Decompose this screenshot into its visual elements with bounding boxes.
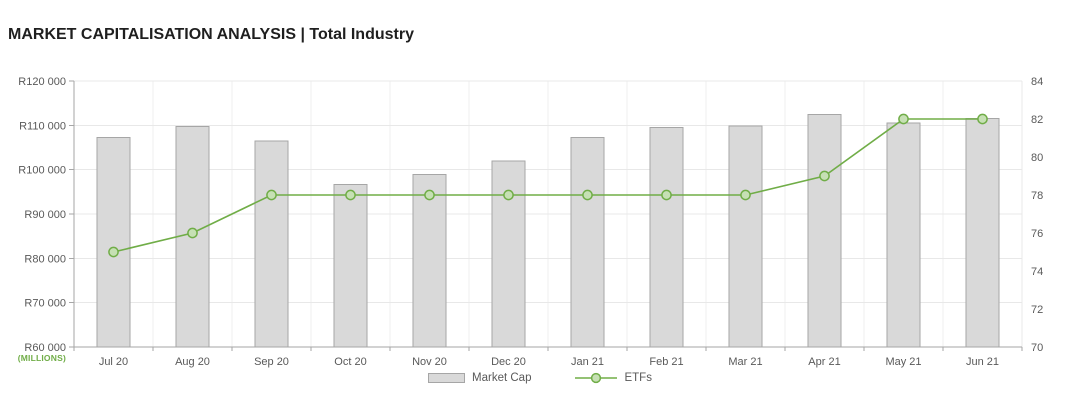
bar-market-cap	[886, 122, 921, 348]
x-axis-category-label: Jul 20	[99, 356, 128, 368]
bar-market-cap	[807, 113, 842, 348]
x-axis-category-label: Nov 20	[412, 356, 447, 368]
bar-market-cap	[333, 184, 368, 348]
bar-market-cap	[570, 137, 605, 348]
etfs-line	[113, 118, 983, 253]
bar-market-cap	[965, 118, 1000, 348]
legend-label-market-cap: Market Cap	[472, 372, 532, 384]
x-axis-category-label: Jan 21	[571, 356, 604, 368]
left-axis-tick-label: R60 000	[24, 342, 66, 354]
bar-swatch-icon	[428, 373, 466, 383]
bar-market-cap	[96, 137, 131, 348]
right-axis-tick-label: 78	[1031, 190, 1043, 202]
etfs-marker	[819, 170, 830, 182]
right-axis-tick-label: 80	[1031, 152, 1043, 164]
legend-item-market-cap: Market Cap	[428, 372, 531, 384]
right-axis-tick-label: 76	[1031, 228, 1043, 240]
left-axis-tick-label: R100 000	[18, 165, 66, 177]
legend-label-etfs: ETFs	[624, 372, 652, 384]
etfs-marker	[187, 227, 198, 239]
x-axis-category-label: Feb 21	[649, 356, 683, 368]
left-axis-tick-label: R90 000	[24, 209, 66, 221]
chart-title: MARKET CAPITALISATION ANALYSIS | Total I…	[8, 26, 414, 43]
etfs-marker	[898, 113, 909, 125]
left-axis-unit-label: (MILLIONS)	[17, 353, 66, 363]
bar-market-cap	[728, 125, 763, 348]
etfs-marker	[740, 189, 751, 201]
left-axis-tick-label: R80 000	[24, 253, 66, 265]
left-axis-tick-label: R70 000	[24, 298, 66, 310]
etfs-marker	[661, 189, 672, 201]
right-axis-tick-label: 84	[1031, 76, 1043, 88]
legend-item-etfs: ETFs	[575, 372, 652, 384]
x-axis-category-label: Aug 20	[175, 356, 210, 368]
bar-market-cap	[254, 140, 289, 348]
etfs-marker	[108, 246, 119, 258]
etfs-marker	[977, 113, 988, 125]
right-axis-tick-label: 72	[1031, 304, 1043, 316]
bar-market-cap	[491, 160, 526, 348]
x-axis-category-label: Sep 20	[254, 356, 289, 368]
etfs-marker	[503, 189, 514, 201]
x-axis-category-label: Apr 21	[808, 356, 840, 368]
x-axis-category-label: Mar 21	[728, 356, 762, 368]
x-axis-category-label: Oct 20	[334, 356, 366, 368]
bar-market-cap	[412, 174, 447, 348]
left-axis-tick-label: R110 000	[19, 120, 66, 132]
left-axis-tick-label: R120 000	[18, 76, 66, 88]
x-axis-category-label: May 21	[885, 356, 921, 368]
x-axis-category-label: Jun 21	[966, 356, 999, 368]
etfs-marker	[266, 189, 277, 201]
right-axis-tick-label: 70	[1031, 342, 1043, 354]
right-axis-tick-label: 82	[1031, 114, 1043, 126]
right-axis-tick-label: 74	[1031, 266, 1043, 278]
bar-market-cap	[649, 127, 684, 348]
etfs-marker	[582, 189, 593, 201]
chart-legend: Market Cap ETFs	[0, 372, 1080, 384]
etfs-marker	[345, 189, 356, 201]
x-axis-category-label: Dec 20	[491, 356, 526, 368]
etfs-marker	[424, 189, 435, 201]
line-marker-swatch-icon	[575, 372, 618, 384]
